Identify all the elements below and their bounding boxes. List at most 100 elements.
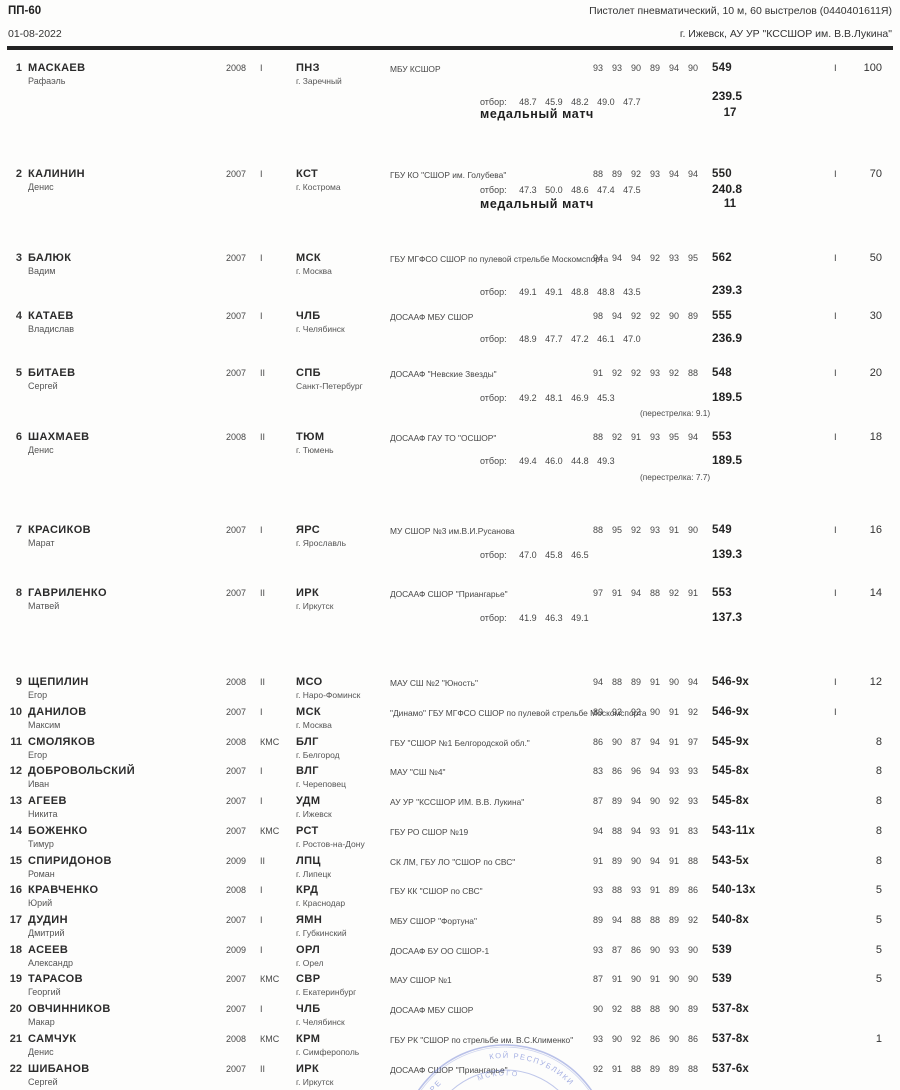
class-mark: I (834, 253, 837, 264)
ranking-points: 5 (875, 944, 882, 956)
sport-rank: I (260, 311, 263, 321)
qualification-score: 49.1 (519, 287, 537, 297)
total-score: 555 (712, 310, 732, 322)
series-score: 90 (687, 525, 698, 535)
qualification-score: 49.1 (571, 613, 589, 623)
series-score: 94 (592, 826, 603, 836)
athlete-firstname: Георгий (28, 987, 61, 997)
sport-rank: КМС (260, 826, 280, 836)
club-name: "Динамо" ГБУ МГФСО СШОР по пулевой стрел… (390, 708, 647, 718)
series-score: 86 (649, 1034, 660, 1044)
qualification-label: отбор: (480, 613, 507, 623)
series-score: 93 (592, 885, 603, 895)
series-score: 93 (592, 945, 603, 955)
athlete-name-block: ДАНИЛОВ Максим (28, 706, 87, 730)
sport-rank: II (260, 677, 266, 687)
sport-rank: II (260, 856, 266, 866)
region-block: РСТ г. Ростов-на-Дону (296, 825, 365, 849)
result-row: 5 БИТАЕВ Сергей 2007 II СПБ Санкт-Петерб… (0, 367, 900, 391)
series-score: 88 (611, 677, 622, 687)
city: г. Москва (296, 266, 332, 276)
athlete-name-block: БОЖЕНКО Тимур (28, 825, 88, 849)
event-code: ПП-60 (8, 5, 42, 17)
result-row: 17 ДУДИН Дмитрий 2007 I ЯМН г. Губкински… (0, 914, 900, 938)
series-score: 90 (611, 737, 622, 747)
series-score: 97 (592, 588, 603, 598)
region-code: ОРЛ (296, 944, 321, 956)
qualification-line: отбор: 49.2 48.1 46.9 45.3 (480, 393, 621, 403)
series-score: 95 (668, 432, 679, 442)
result-row: 10 ДАНИЛОВ Максим 2007 I МСК г. Москва "… (0, 706, 900, 730)
ranking-points: 1 (875, 1033, 882, 1045)
qualification-label: отбор: (480, 287, 507, 297)
place-number: 4 (15, 310, 22, 322)
result-row: 12 ДОБРОВОЛЬСКИЙ Иван 2007 I ВЛГ г. Чере… (0, 765, 900, 789)
series-scores: 94 88 89 91 90 94 (584, 677, 698, 687)
sport-rank: II (260, 1064, 266, 1074)
qualification-label: отбор: (480, 456, 507, 466)
qualification-line: отбор: 49.1 49.1 48.8 48.8 43.5 (480, 287, 647, 297)
club-name: ДОСААФ ГАУ ТО "ОСШОР" (390, 433, 497, 443)
class-mark: I (834, 311, 837, 322)
athlete-name-block: ОВЧИННИКОВ Макар (28, 1003, 111, 1027)
total-score: 537-8x (712, 1003, 750, 1015)
total-score: 546-9x (712, 676, 750, 688)
series-score: 90 (630, 974, 641, 984)
birth-year: 2008 (226, 885, 247, 895)
total-score: 543-5x (712, 855, 750, 867)
athlete-firstname: Иван (28, 779, 50, 789)
place-number: 21 (9, 1033, 22, 1045)
series-score: 91 (668, 856, 679, 866)
club-name: МАУ "СШ №4" (390, 767, 446, 777)
series-score: 91 (630, 432, 641, 442)
final-extra-value: 11 (723, 198, 737, 210)
qualification-label: отбор: (480, 97, 507, 107)
athlete-name-block: ТАРАСОВ Георгий (28, 973, 83, 997)
series-score: 89 (687, 1004, 698, 1014)
series-score: 94 (687, 169, 698, 179)
final-score: 139.3 (712, 547, 743, 561)
qualification-score: 48.6 (571, 185, 589, 195)
series-score: 88 (611, 885, 622, 895)
club-name: ДОСААФ СШОР "Приангарье" (390, 1065, 508, 1075)
series-score: 89 (649, 63, 660, 73)
series-scores: 93 87 86 90 93 90 (584, 945, 698, 955)
ranking-points: 5 (875, 884, 882, 896)
series-score: 91 (649, 974, 660, 984)
series-score: 90 (668, 677, 679, 687)
region-block: БЛГ г. Белгород (296, 736, 340, 760)
series-score: 87 (592, 796, 603, 806)
athlete-firstname: Макар (28, 1017, 55, 1027)
athlete-name-block: ЩЕПИЛИН Егор (28, 676, 89, 700)
series-score: 94 (687, 677, 698, 687)
athlete-surname: ДАНИЛОВ (28, 706, 87, 718)
series-scores: 97 91 94 88 92 91 (584, 588, 698, 598)
series-score: 92 (611, 432, 622, 442)
series-score: 88 (687, 368, 698, 378)
result-row: 21 САМЧУК Денис 2008 КМС КРМ г. Симфероп… (0, 1033, 900, 1057)
result-row: 7 КРАСИКОВ Марат 2007 I ЯРС г. Ярославль… (0, 524, 900, 548)
series-scores: 94 88 94 93 91 83 (584, 826, 698, 836)
region-block: СПБ Санкт-Петербург (296, 367, 363, 391)
qualification-line: отбор: 47.3 50.0 48.6 47.4 47.5 (480, 185, 647, 195)
athlete-name-block: АСЕЕВ Александр (28, 944, 73, 968)
series-score: 90 (630, 856, 641, 866)
club-name: ГБУ "СШОР №1 Белгородской обл." (390, 738, 530, 748)
region-block: КРД г. Краснодар (296, 884, 345, 908)
series-score: 92 (630, 1034, 641, 1044)
class-mark: I (834, 169, 837, 180)
total-score: 548 (712, 367, 732, 379)
qualification-score: 47.3 (519, 185, 537, 195)
series-score: 93 (668, 766, 679, 776)
qualification-score: 48.2 (571, 97, 589, 107)
club-name: ДОСААФ "Невские Звезды" (390, 369, 497, 379)
series-score: 92 (668, 588, 679, 598)
qualification-score: 47.2 (571, 334, 589, 344)
athlete-firstname: Сергей (28, 1077, 58, 1087)
sport-rank: I (260, 707, 263, 717)
athlete-surname: КРАВЧЕНКО (28, 884, 99, 896)
series-score: 93 (630, 885, 641, 895)
athlete-surname: АСЕЕВ (28, 944, 69, 956)
series-score: 92 (649, 311, 660, 321)
region-code: ЯРС (296, 524, 321, 536)
